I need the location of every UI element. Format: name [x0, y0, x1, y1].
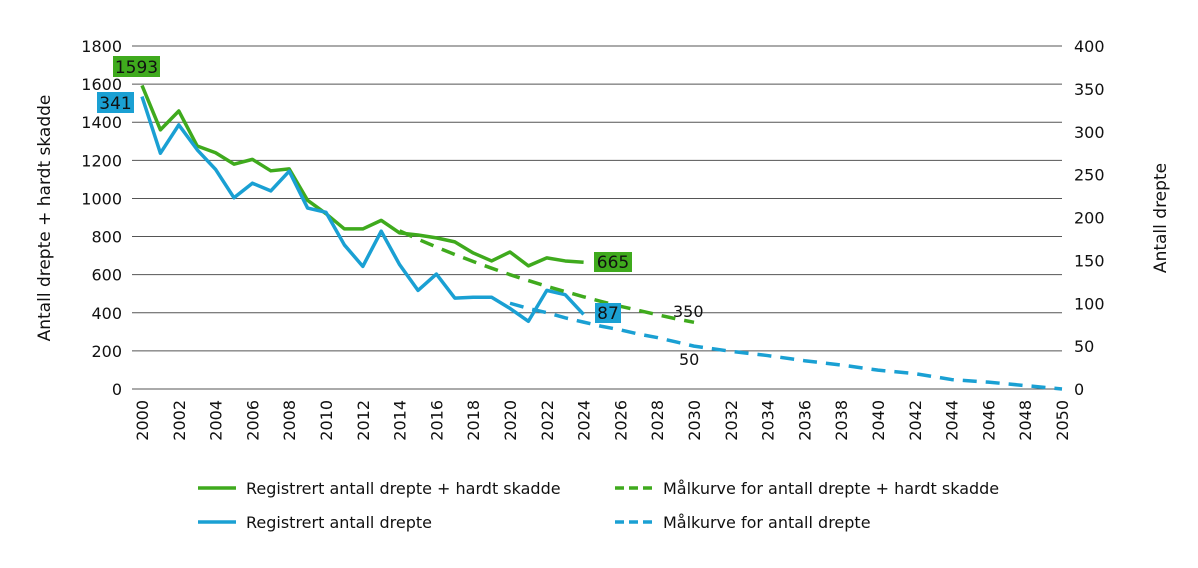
target-label: 50 [679, 350, 699, 369]
x-tick-label: 2030 [685, 400, 704, 441]
x-tick-label: 2044 [943, 400, 962, 441]
x-ticks: 2000 2002 2004 2006 2008 2010 2012 2014 2016 2018… [133, 400, 1072, 441]
x-tick-label: 2022 [538, 400, 557, 441]
x-tick-label: 2008 [280, 400, 299, 441]
x-tick-label: 2032 [722, 400, 741, 441]
gridlines [132, 45, 1062, 390]
legend-label: Registrert antall drepte + hardt skadde [246, 479, 561, 498]
annotations: 1593 341 665 87 350 50 [97, 56, 704, 369]
series-line-1 [140, 84, 584, 268]
x-tick-label: 2018 [464, 400, 483, 441]
x-tick-label: 2002 [170, 400, 189, 441]
left-tick-label: 1800 [81, 37, 122, 56]
x-tick-label: 2020 [501, 400, 520, 441]
left-y-ticks: 0 200 400 600 800 1000 1200 1400 1600 1800 [81, 37, 122, 399]
legend-label: Registrert antall drepte [246, 513, 432, 532]
left-tick-label: 200 [91, 342, 122, 361]
legend-label: Målkurve for antall drepte [663, 513, 871, 532]
x-tick-label: 2034 [759, 400, 778, 441]
x-tick-label: 2038 [832, 400, 851, 441]
right-tick-label: 100 [1074, 294, 1105, 313]
left-tick-label: 1200 [81, 151, 122, 170]
right-tick-label: 50 [1074, 337, 1094, 356]
x-tick-label: 2046 [979, 400, 998, 441]
value-label: 87 [597, 304, 619, 324]
x-tick-label: 2006 [243, 400, 262, 441]
x-tick-label: 2040 [869, 400, 888, 441]
value-label: 665 [597, 253, 629, 273]
series-line-3 [398, 229, 695, 325]
value-label-box [594, 252, 632, 272]
x-tick-label: 2016 [427, 400, 446, 441]
right-tick-label: 250 [1074, 166, 1105, 185]
left-tick-label: 1000 [81, 189, 122, 208]
x-tick-label: 2028 [648, 400, 667, 441]
x-tick-label: 2000 [133, 400, 152, 441]
series-lines [140, 84, 1063, 391]
right-tick-label: 400 [1074, 37, 1105, 56]
left-axis-title: Antall drepte + hardt skadde [35, 95, 55, 342]
legend: Registrert antall drepte + hardt skadde R… [198, 479, 999, 532]
left-tick-label: 800 [91, 228, 122, 247]
legend-label: Målkurve for antall drepte + hardt skadd… [663, 479, 999, 498]
x-tick-label: 2048 [1016, 400, 1035, 441]
x-tick-label: 2050 [1053, 400, 1072, 441]
target-label: 350 [673, 302, 704, 321]
series-line-4 [509, 301, 1063, 391]
x-tick-label: 2036 [795, 400, 814, 441]
x-tick-label: 2010 [317, 400, 336, 441]
x-tick-label: 2012 [354, 400, 373, 441]
left-tick-label: 0 [112, 380, 122, 399]
right-tick-label: 200 [1074, 209, 1105, 228]
right-y-ticks: 0 50 100 150 200 250 300 350 400 [1074, 37, 1105, 399]
right-axis-title: Antall drepte [1151, 163, 1171, 273]
left-tick-label: 1600 [81, 75, 122, 94]
value-label: 341 [99, 94, 131, 114]
right-tick-label: 300 [1074, 123, 1105, 142]
right-tick-label: 350 [1074, 80, 1105, 99]
x-tick-label: 2014 [391, 400, 410, 441]
x-tick-label: 2042 [906, 400, 925, 441]
value-label: 1593 [115, 58, 158, 78]
right-tick-label: 150 [1074, 251, 1105, 270]
value-label-box [97, 92, 134, 113]
left-tick-label: 600 [91, 266, 122, 285]
x-tick-label: 2004 [207, 400, 226, 441]
value-label-box [113, 56, 160, 77]
x-tick-label: 2026 [611, 400, 630, 441]
series-line-2 [140, 96, 585, 324]
value-label-box [595, 303, 621, 323]
left-tick-label: 400 [91, 304, 122, 323]
right-tick-label: 0 [1074, 380, 1084, 399]
x-tick-label: 2024 [575, 400, 594, 441]
left-tick-label: 1400 [81, 113, 122, 132]
